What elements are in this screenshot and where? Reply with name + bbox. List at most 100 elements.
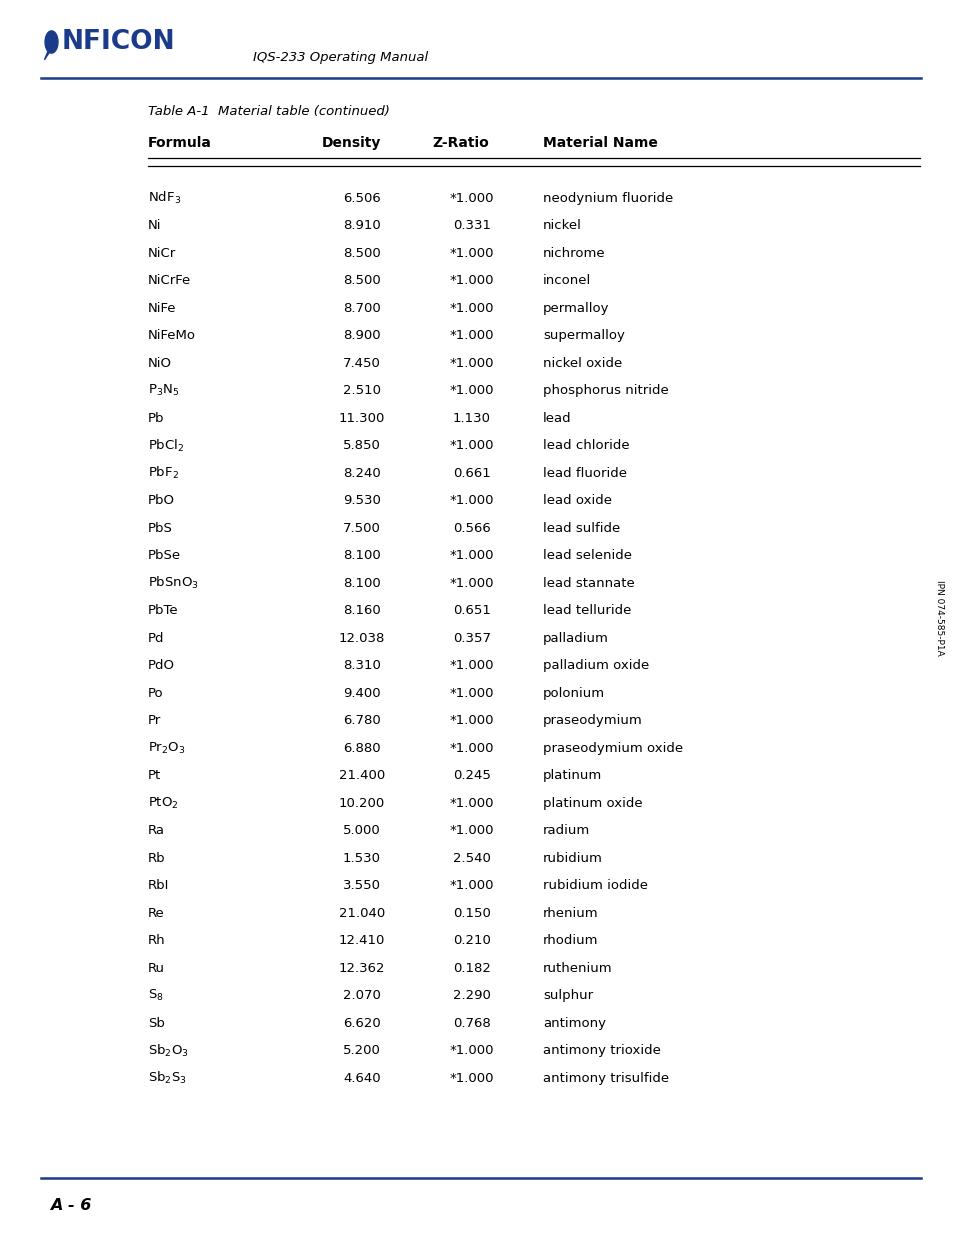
Text: antimony: antimony <box>542 1016 605 1030</box>
Text: 0.357: 0.357 <box>453 632 491 645</box>
Text: 9.400: 9.400 <box>343 687 380 700</box>
Text: lead fluoride: lead fluoride <box>542 467 626 480</box>
Text: 6.880: 6.880 <box>343 742 380 755</box>
Text: NiO: NiO <box>148 357 172 369</box>
Text: Re: Re <box>148 906 165 920</box>
Text: antimony trioxide: antimony trioxide <box>542 1045 660 1057</box>
Text: rhodium: rhodium <box>542 935 598 947</box>
Text: rubidium: rubidium <box>542 852 602 864</box>
Text: praseodymium: praseodymium <box>542 714 642 727</box>
Text: Sb$_2$O$_3$: Sb$_2$O$_3$ <box>148 1042 189 1058</box>
Text: 11.300: 11.300 <box>338 412 385 425</box>
Text: PbF$_2$: PbF$_2$ <box>148 466 179 482</box>
Text: radium: radium <box>542 825 590 837</box>
Polygon shape <box>45 31 58 53</box>
Text: Po: Po <box>148 687 164 700</box>
Text: *1.000: *1.000 <box>449 1072 494 1084</box>
Text: nichrome: nichrome <box>542 247 605 259</box>
Text: NFICON: NFICON <box>62 28 175 56</box>
Text: *1.000: *1.000 <box>449 550 494 562</box>
Text: 6.780: 6.780 <box>343 714 380 727</box>
Text: lead sulfide: lead sulfide <box>542 522 619 535</box>
Text: 21.040: 21.040 <box>338 906 385 920</box>
Text: Sb$_2$S$_3$: Sb$_2$S$_3$ <box>148 1071 187 1087</box>
Text: Pr$_2$O$_3$: Pr$_2$O$_3$ <box>148 741 185 756</box>
Text: antimony trisulfide: antimony trisulfide <box>542 1072 668 1084</box>
Text: 6.506: 6.506 <box>343 191 380 205</box>
Text: PbCl$_2$: PbCl$_2$ <box>148 438 184 454</box>
Text: palladium: palladium <box>542 632 608 645</box>
Text: NiCrFe: NiCrFe <box>148 274 191 288</box>
Text: lead chloride: lead chloride <box>542 440 629 452</box>
Text: NiFeMo: NiFeMo <box>148 330 195 342</box>
Text: P$_3$N$_5$: P$_3$N$_5$ <box>148 383 179 399</box>
Text: 1.130: 1.130 <box>453 412 491 425</box>
Text: Pt: Pt <box>148 769 161 783</box>
Text: sulphur: sulphur <box>542 989 593 1003</box>
Text: 2.510: 2.510 <box>343 384 380 398</box>
Text: *1.000: *1.000 <box>449 247 494 259</box>
Text: platinum oxide: platinum oxide <box>542 797 642 810</box>
Text: 0.182: 0.182 <box>453 962 491 974</box>
Text: 8.900: 8.900 <box>343 330 380 342</box>
Text: *1.000: *1.000 <box>449 1045 494 1057</box>
Text: 8.160: 8.160 <box>343 604 380 618</box>
Text: S$_8$: S$_8$ <box>148 988 164 1003</box>
Text: 0.210: 0.210 <box>453 935 491 947</box>
Text: Ni: Ni <box>148 220 161 232</box>
Text: Pd: Pd <box>148 632 164 645</box>
Text: A - 6: A - 6 <box>50 1198 91 1213</box>
Text: neodynium fluoride: neodynium fluoride <box>542 191 673 205</box>
Text: PbS: PbS <box>148 522 172 535</box>
Text: 5.000: 5.000 <box>343 825 380 837</box>
Text: Density: Density <box>322 136 381 149</box>
Text: PdO: PdO <box>148 659 174 672</box>
Text: supermalloy: supermalloy <box>542 330 624 342</box>
Text: lead selenide: lead selenide <box>542 550 631 562</box>
Text: *1.000: *1.000 <box>449 274 494 288</box>
Text: *1.000: *1.000 <box>449 357 494 369</box>
Text: *1.000: *1.000 <box>449 825 494 837</box>
Text: 8.700: 8.700 <box>343 301 380 315</box>
Text: 4.640: 4.640 <box>343 1072 380 1084</box>
Text: 21.400: 21.400 <box>338 769 385 783</box>
Text: RbI: RbI <box>148 879 170 893</box>
Text: 7.450: 7.450 <box>343 357 380 369</box>
Text: *1.000: *1.000 <box>449 879 494 893</box>
Text: 5.200: 5.200 <box>343 1045 380 1057</box>
Text: PbSe: PbSe <box>148 550 181 562</box>
Text: *1.000: *1.000 <box>449 301 494 315</box>
Text: platinum: platinum <box>542 769 601 783</box>
Text: praseodymium oxide: praseodymium oxide <box>542 742 682 755</box>
Text: 0.651: 0.651 <box>453 604 491 618</box>
Text: *1.000: *1.000 <box>449 440 494 452</box>
Text: 2.290: 2.290 <box>453 989 491 1003</box>
Text: nickel oxide: nickel oxide <box>542 357 621 369</box>
Text: IPN 074-585-P1A: IPN 074-585-P1A <box>935 579 943 656</box>
Text: ruthenium: ruthenium <box>542 962 612 974</box>
Text: *1.000: *1.000 <box>449 577 494 590</box>
Text: Table A-1  Material table (continued): Table A-1 Material table (continued) <box>148 105 390 119</box>
Text: 8.500: 8.500 <box>343 247 380 259</box>
Text: NiCr: NiCr <box>148 247 176 259</box>
Text: *1.000: *1.000 <box>449 714 494 727</box>
Text: PtO$_2$: PtO$_2$ <box>148 795 178 811</box>
Text: 8.910: 8.910 <box>343 220 380 232</box>
Text: PbO: PbO <box>148 494 174 508</box>
Polygon shape <box>45 48 50 59</box>
Text: lead: lead <box>542 412 571 425</box>
Text: Z-Ratio: Z-Ratio <box>432 136 488 149</box>
Text: *1.000: *1.000 <box>449 687 494 700</box>
Text: 10.200: 10.200 <box>338 797 385 810</box>
Text: Rh: Rh <box>148 935 166 947</box>
Text: 12.038: 12.038 <box>338 632 385 645</box>
Text: rhenium: rhenium <box>542 906 598 920</box>
Text: Ra: Ra <box>148 825 165 837</box>
Text: palladium oxide: palladium oxide <box>542 659 649 672</box>
Text: 2.070: 2.070 <box>343 989 380 1003</box>
Text: Rb: Rb <box>148 852 166 864</box>
Text: rubidium iodide: rubidium iodide <box>542 879 647 893</box>
Text: 0.331: 0.331 <box>453 220 491 232</box>
Text: 5.850: 5.850 <box>343 440 380 452</box>
Text: Pr: Pr <box>148 714 161 727</box>
